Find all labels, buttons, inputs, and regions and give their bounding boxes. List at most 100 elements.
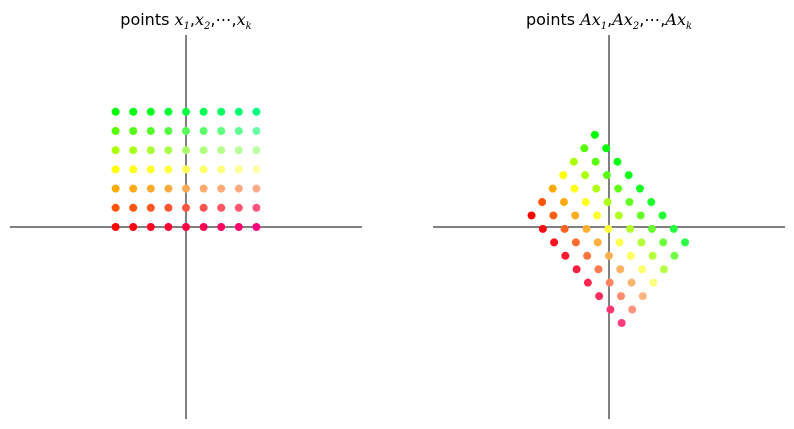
data-point	[252, 146, 261, 155]
title-prefix: points	[525, 10, 581, 29]
data-point	[217, 165, 226, 174]
title-term: x2	[195, 10, 211, 33]
data-point	[252, 165, 261, 174]
data-point	[670, 251, 679, 260]
data-point	[593, 238, 602, 247]
data-point	[111, 146, 120, 155]
data-point	[569, 157, 578, 166]
data-point	[595, 292, 604, 301]
title-term: Ax1	[580, 10, 608, 33]
data-point	[571, 211, 580, 220]
data-point	[182, 107, 190, 116]
data-point	[111, 107, 120, 116]
data-point	[234, 107, 243, 116]
data-point	[638, 292, 647, 301]
data-point	[164, 146, 173, 155]
data-point	[252, 223, 261, 231]
data-point	[572, 265, 581, 274]
data-point	[615, 238, 624, 247]
data-point	[581, 171, 590, 180]
data-point	[111, 165, 120, 174]
data-point	[182, 203, 190, 212]
data-point	[146, 107, 155, 116]
title-term-subscript: 2	[204, 21, 211, 33]
data-point	[129, 146, 138, 155]
data-point	[199, 146, 208, 155]
data-point	[648, 251, 657, 260]
data-point	[129, 223, 138, 231]
data-point	[146, 184, 155, 193]
data-point	[649, 278, 658, 287]
data-point	[637, 238, 646, 247]
data-point	[627, 278, 636, 287]
data-point	[559, 198, 568, 207]
data-point	[146, 146, 155, 155]
data-point	[628, 305, 637, 314]
left-chart-title: points x1,x2,⋯,xk	[120, 10, 252, 33]
data-point	[570, 184, 579, 193]
title-term: Ax2	[612, 10, 640, 33]
data-point	[129, 165, 138, 174]
data-point	[199, 127, 208, 135]
data-point	[234, 203, 243, 212]
data-point	[581, 198, 590, 207]
data-point	[658, 211, 667, 220]
data-point	[602, 171, 611, 180]
data-point	[164, 107, 173, 116]
data-point	[129, 127, 138, 135]
data-point	[252, 203, 261, 212]
title-term: xk	[236, 10, 252, 33]
data-point	[659, 265, 668, 274]
data-point	[593, 211, 602, 220]
data-point	[146, 223, 155, 231]
data-point	[182, 146, 190, 155]
title-term-subscript: 2	[632, 21, 640, 33]
data-point	[605, 251, 613, 260]
data-point	[625, 198, 634, 207]
data-point	[199, 165, 208, 174]
data-point	[111, 184, 120, 193]
data-point	[626, 224, 635, 233]
data-point	[182, 223, 190, 231]
data-point	[624, 171, 633, 180]
data-point	[636, 211, 645, 220]
data-point	[182, 165, 190, 174]
data-point	[626, 251, 635, 260]
data-point	[647, 224, 656, 233]
data-point	[129, 203, 138, 212]
data-point	[234, 223, 243, 231]
data-point	[164, 223, 173, 231]
data-point	[129, 184, 138, 193]
data-point	[217, 203, 226, 212]
data-point	[647, 198, 656, 207]
data-point	[146, 203, 155, 212]
data-point	[583, 278, 592, 287]
data-point	[616, 265, 625, 274]
data-point	[548, 184, 557, 193]
data-point	[561, 251, 570, 260]
data-point	[604, 224, 613, 233]
data-point	[606, 305, 615, 314]
data-point	[549, 211, 558, 220]
data-point	[217, 223, 226, 231]
data-point	[592, 184, 601, 193]
title-term-subscript: 1	[183, 21, 190, 33]
data-point	[583, 251, 592, 260]
data-point	[252, 184, 261, 193]
data-point	[111, 223, 120, 231]
data-point	[527, 211, 536, 220]
data-point	[217, 146, 226, 155]
data-point	[164, 184, 173, 193]
data-point	[613, 157, 622, 166]
data-point	[538, 224, 547, 233]
data-point	[129, 107, 138, 116]
title-term-subscript: k	[245, 21, 252, 33]
data-point	[614, 211, 623, 220]
data-point	[234, 165, 243, 174]
data-point	[605, 278, 614, 287]
data-point	[146, 165, 155, 174]
data-point	[234, 184, 243, 193]
data-point	[164, 203, 173, 212]
data-point	[199, 203, 208, 212]
